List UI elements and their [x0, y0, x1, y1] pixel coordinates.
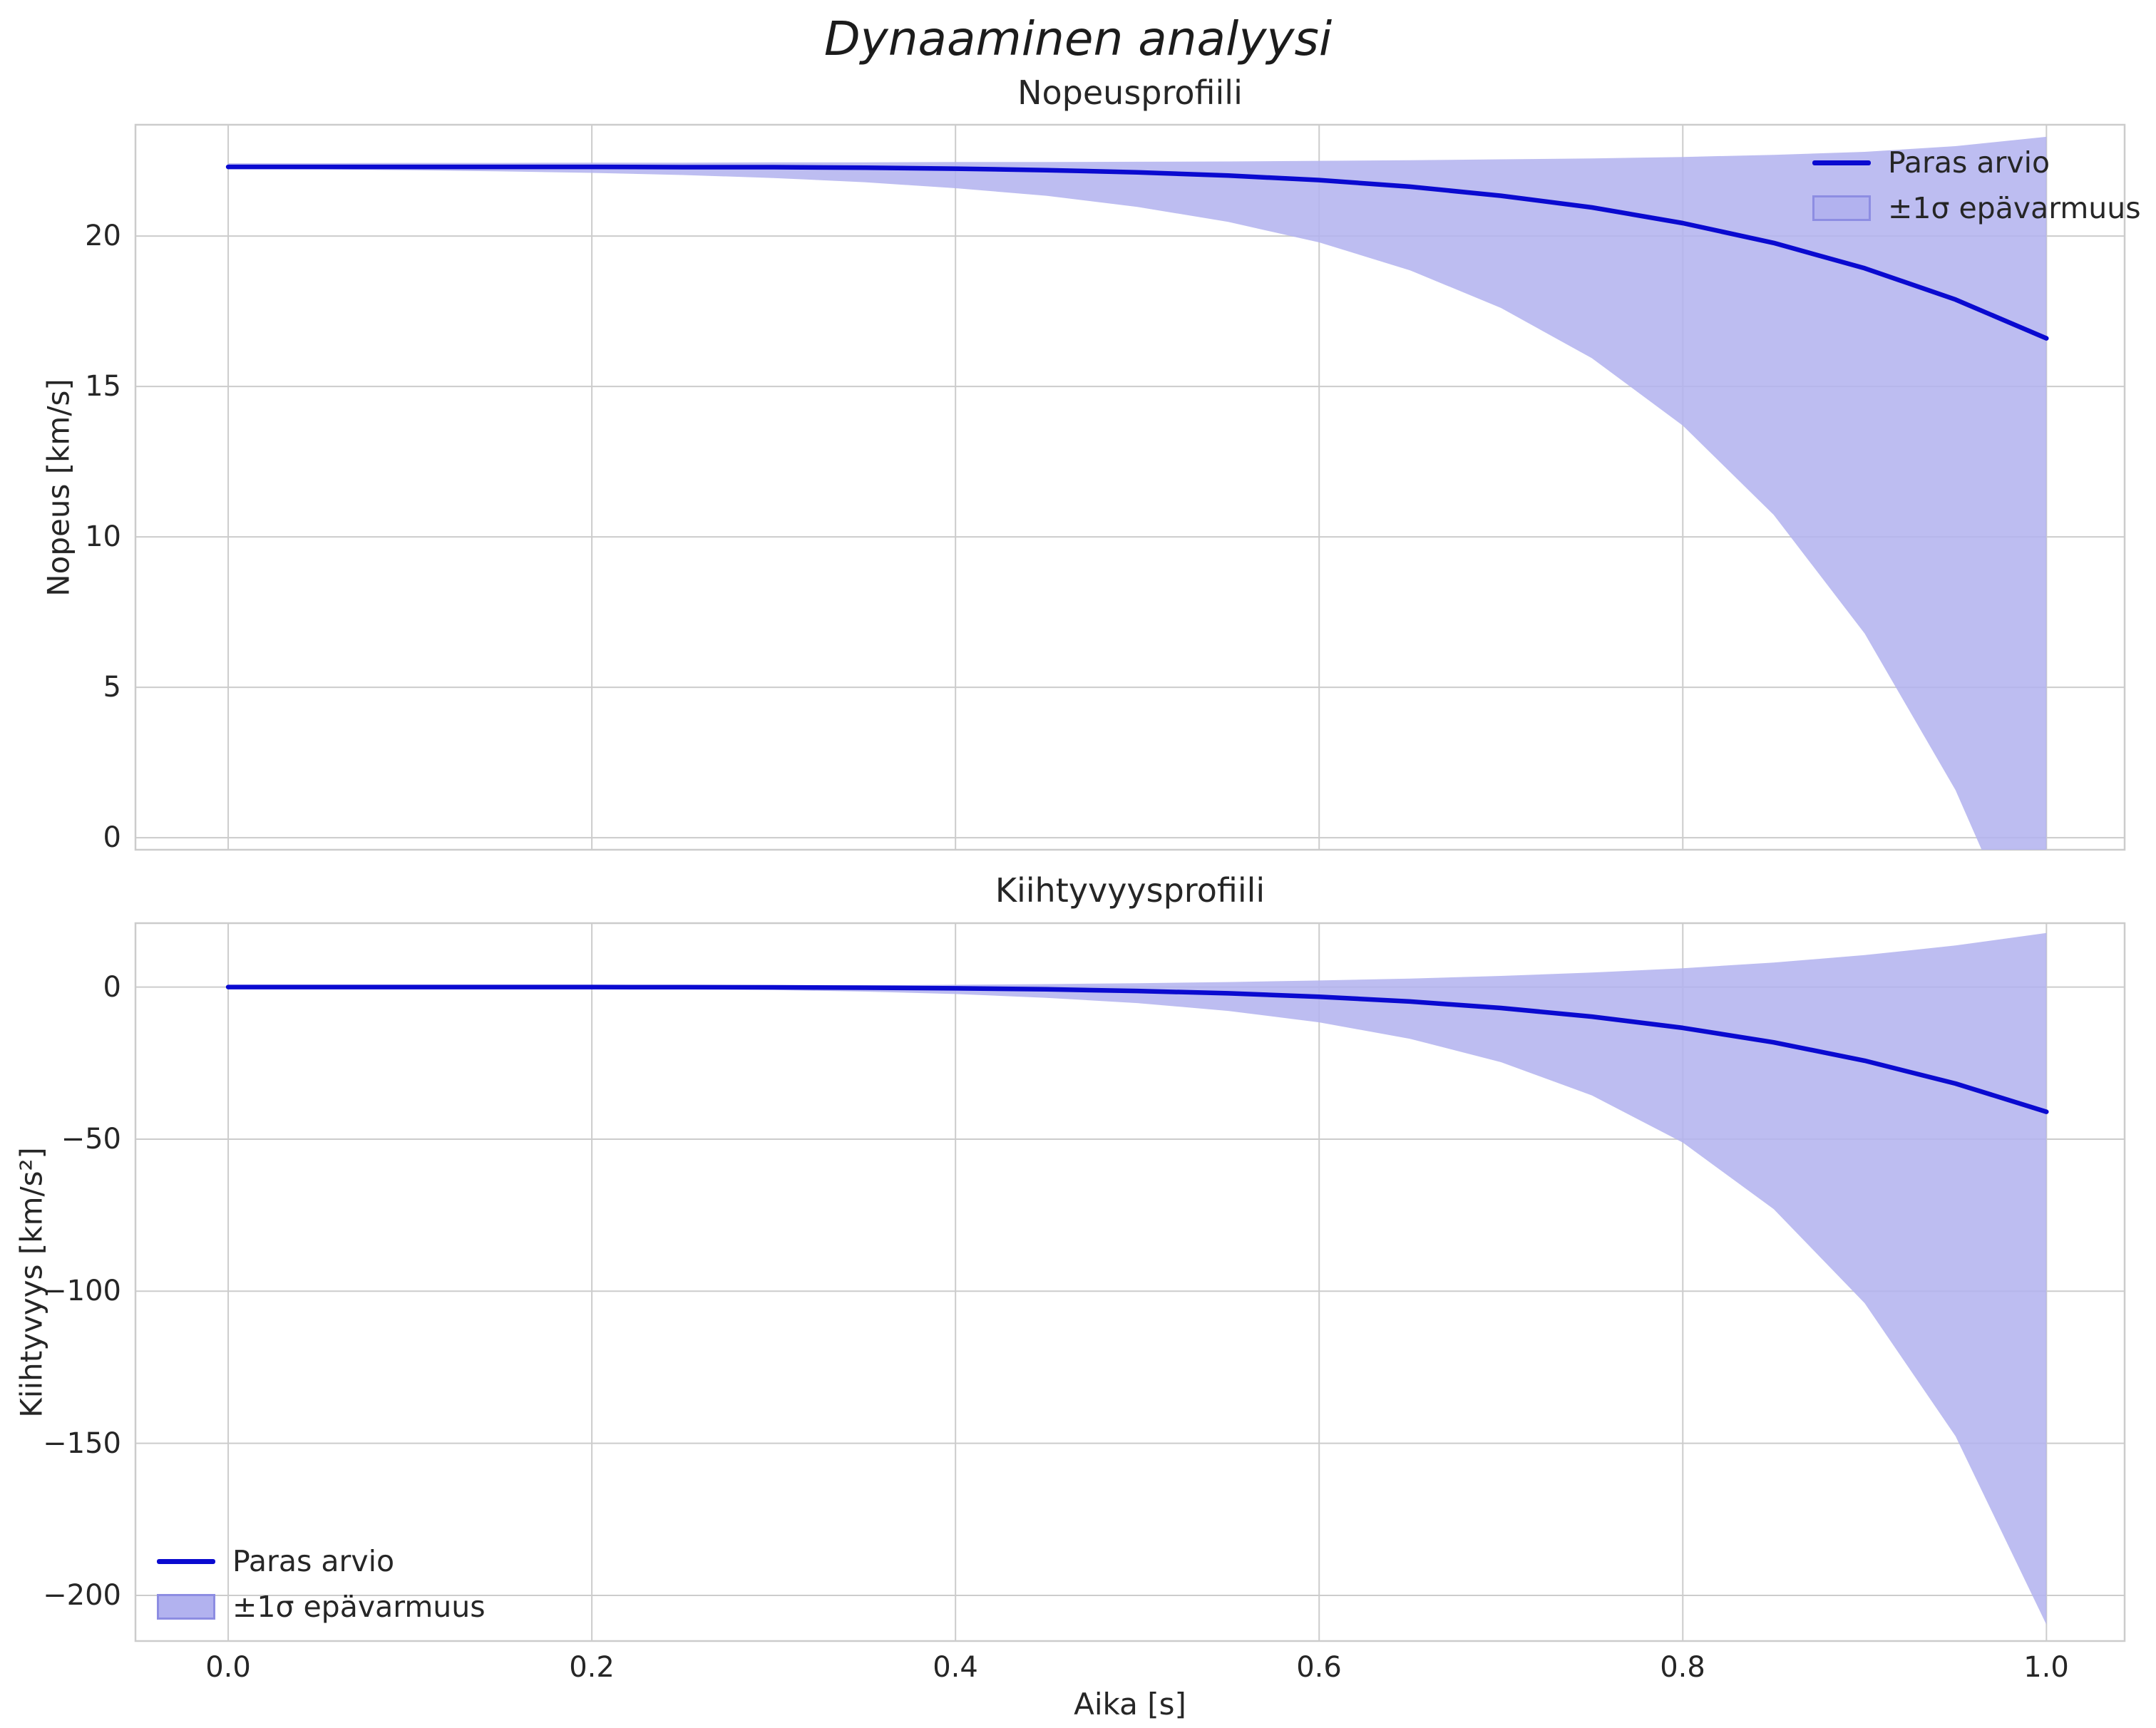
y-tick-label: −100	[43, 1275, 121, 1307]
legend-row: ±1σ epävarmuus	[157, 1590, 486, 1624]
y-tick-label: 0	[103, 971, 121, 1004]
legend-line-label: Paras arvio	[232, 1544, 395, 1578]
x-tick-label: 0.0	[205, 1651, 251, 1684]
x-tick-label: 1.0	[2023, 1651, 2069, 1684]
axes-border	[134, 123, 2126, 851]
legend-band-label: ±1σ epävarmuus	[232, 1590, 486, 1624]
acceleration-legend: Paras arvio ±1σ epävarmuus	[157, 1544, 486, 1624]
x-tick-label: 0.8	[1660, 1651, 1705, 1684]
velocity-plot-title: Nopeusprofiili	[1017, 73, 1243, 112]
legend-line-sample	[157, 1558, 215, 1564]
legend-row: Paras arvio	[1812, 145, 2141, 180]
y-tick-label: 5	[103, 671, 121, 704]
x-tick-label: 0.6	[1296, 1651, 1342, 1684]
y-tick-label: 10	[85, 520, 121, 553]
axes-border	[134, 922, 2126, 1642]
uncertainty-band	[228, 932, 2047, 1625]
legend-band-sample	[157, 1594, 215, 1620]
velocity-plot-graphics	[134, 123, 2126, 851]
acceleration-plot-graphics	[134, 922, 2126, 1642]
velocity-y-axis-label: Nopeus [km/s]	[41, 379, 76, 597]
y-tick-label: −150	[43, 1427, 121, 1460]
acceleration-plot-title: Kiihtyvyysprofiili	[995, 871, 1266, 910]
x-axis-label: Aika [s]	[1074, 1687, 1186, 1722]
legend-line-label: Paras arvio	[1888, 145, 2050, 180]
velocity-legend: Paras arvio ±1σ epävarmuus	[1812, 145, 2141, 225]
figure-title: Dynaaminen analyysi	[823, 11, 1333, 66]
uncertainty-band	[228, 136, 2047, 850]
best-estimate-line	[225, 164, 2049, 341]
y-tick-label: 20	[85, 220, 121, 252]
x-tick-label: 0.2	[569, 1651, 615, 1684]
y-tick-label: −200	[43, 1579, 121, 1612]
legend-row: ±1σ epävarmuus	[1812, 191, 2141, 225]
legend-line-sample	[1812, 160, 1871, 165]
y-tick-label: 15	[85, 370, 121, 403]
x-tick-label: 0.4	[933, 1651, 978, 1684]
legend-band-sample	[1812, 195, 1871, 221]
legend-band-label: ±1σ epävarmuus	[1888, 191, 2141, 225]
legend-row: Paras arvio	[157, 1544, 486, 1578]
best-estimate-line	[225, 984, 2049, 1114]
y-tick-label: 0	[103, 821, 121, 854]
y-tick-label: −50	[61, 1123, 121, 1156]
